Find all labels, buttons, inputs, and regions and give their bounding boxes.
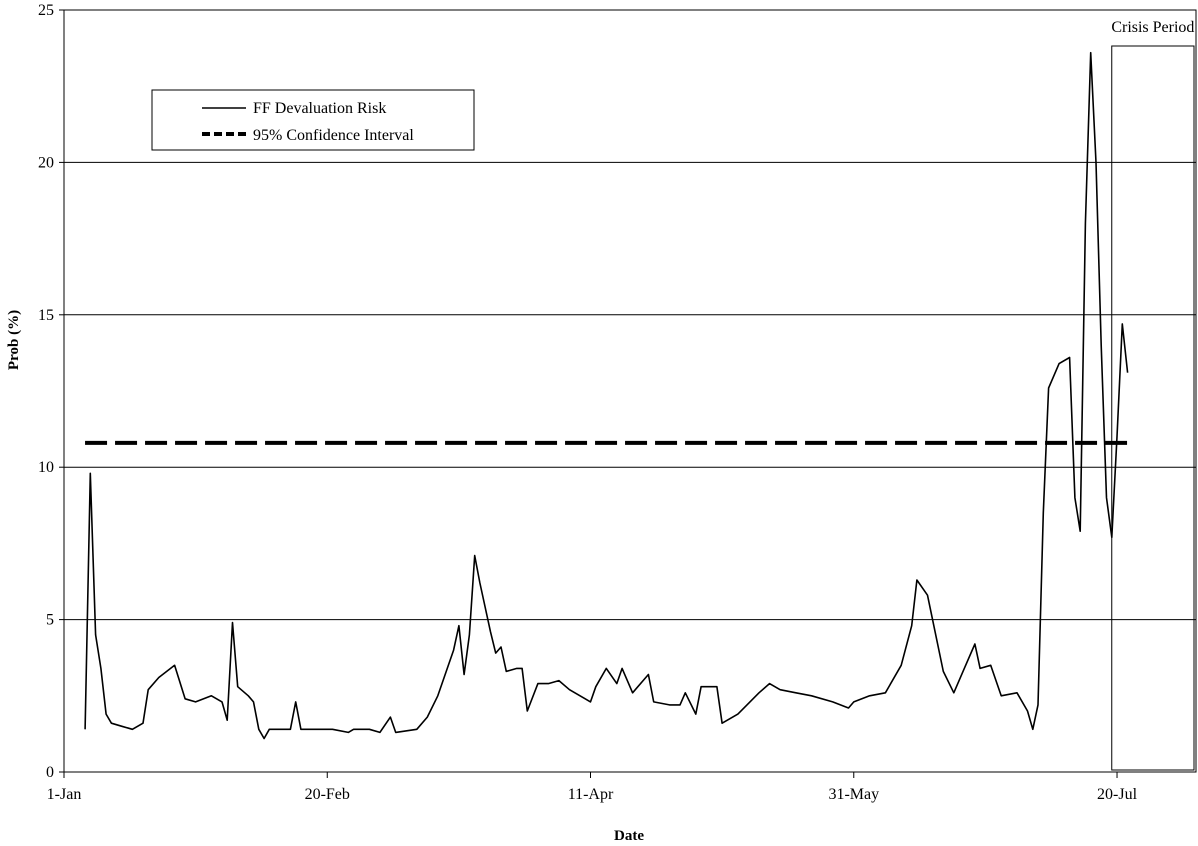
annotation-crisis-period: Crisis Period xyxy=(1111,19,1195,771)
legend-label-ff-devaluation-risk: FF Devaluation Risk xyxy=(253,100,386,117)
y-tick-label-25: 25 xyxy=(38,2,54,19)
legend-label-confidence-interval: 95% Confidence Interval xyxy=(253,127,414,144)
x-tick-label-20-Feb: 20-Feb xyxy=(305,786,350,803)
y-tick-label-20: 20 xyxy=(38,154,54,171)
x-axis: 1-Jan 20-Feb 11-Apr 31-May 20-Jul xyxy=(47,772,1138,803)
y-tick-label-5: 5 xyxy=(46,612,54,629)
series-layer xyxy=(84,51,1129,740)
y-tick-label-0: 0 xyxy=(46,764,54,781)
x-tick-label-11-Apr: 11-Apr xyxy=(568,786,614,803)
x-tick-label-20-Jul: 20-Jul xyxy=(1097,786,1138,803)
y-tick-label-10: 10 xyxy=(38,459,54,476)
y-tick-label-15: 15 xyxy=(38,307,54,324)
x-tick-label-31-May: 31-May xyxy=(828,786,879,803)
x-axis-title: Date xyxy=(614,828,644,844)
legend: FF Devaluation Risk 95% Confidence Inter… xyxy=(151,89,475,151)
y-axis-title: Prob (%) xyxy=(6,310,22,370)
plot-frame xyxy=(63,9,1197,773)
gridlines xyxy=(64,161,1196,621)
x-tick-label-1-Jan: 1-Jan xyxy=(47,786,82,803)
crisis-period-label: Crisis Period xyxy=(1111,19,1194,36)
crisis-period-box xyxy=(1111,45,1195,771)
series-line-ff-devaluation-risk xyxy=(84,51,1129,740)
y-axis: 0 5 10 15 20 25 xyxy=(38,2,64,781)
plot-area-border xyxy=(63,9,1197,773)
legend-box xyxy=(151,89,475,151)
